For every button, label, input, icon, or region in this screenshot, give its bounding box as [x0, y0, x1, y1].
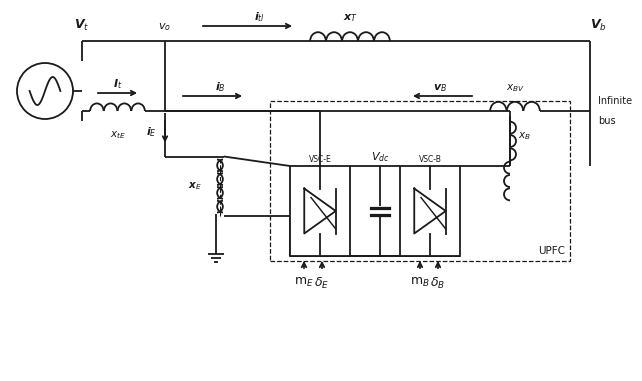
Text: i$_{tl}$: i$_{tl}$ [254, 10, 266, 24]
Text: v$_B$: v$_B$ [433, 82, 447, 94]
Bar [400, 166, 460, 256]
Text: UPFC: UPFC [538, 246, 565, 256]
Text: $\delta_E$: $\delta_E$ [315, 276, 329, 291]
Text: x$_T$: x$_T$ [343, 12, 358, 24]
Text: Infinite: Infinite [598, 96, 632, 106]
Bar [290, 166, 350, 256]
Text: $\delta_B$: $\delta_B$ [430, 276, 446, 291]
Bar [270, 101, 570, 261]
Text: v$_o$: v$_o$ [159, 21, 171, 33]
Text: i$_B$: i$_B$ [214, 80, 225, 94]
Text: x$_{tE}$: x$_{tE}$ [110, 129, 125, 141]
Text: m$_E$: m$_E$ [294, 276, 314, 289]
Text: bus: bus [598, 116, 616, 126]
Text: V$_b$: V$_b$ [590, 18, 607, 33]
Text: V$_t$: V$_t$ [74, 18, 90, 33]
Text: I$_t$: I$_t$ [113, 77, 122, 91]
Text: VSC-B: VSC-B [419, 155, 442, 164]
Text: x$_B$: x$_B$ [518, 130, 531, 142]
Text: m$_B$: m$_B$ [410, 276, 430, 289]
Text: V$_{dc}$: V$_{dc}$ [370, 150, 390, 164]
Text: VSC-E: VSC-E [309, 155, 331, 164]
Text: x$_E$: x$_E$ [188, 180, 202, 192]
Text: x$_{BV}$: x$_{BV}$ [505, 82, 525, 94]
Text: i$_E$: i$_E$ [146, 125, 157, 139]
